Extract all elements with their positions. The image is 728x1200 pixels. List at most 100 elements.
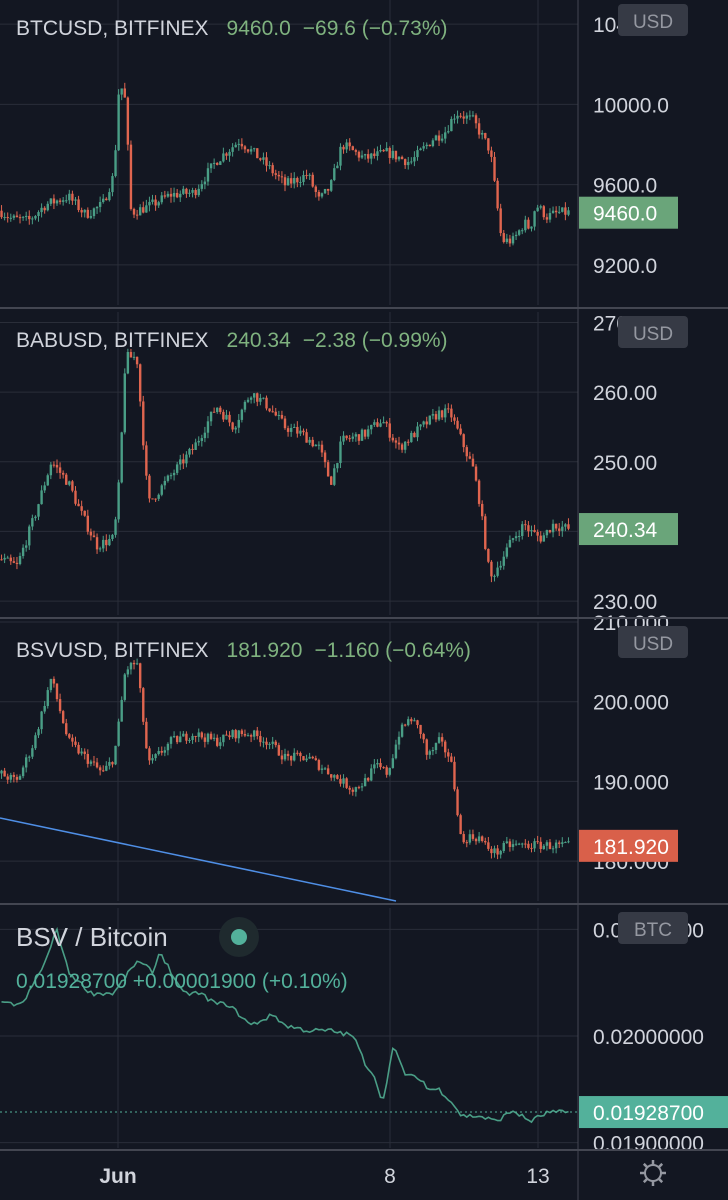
candle [71,481,74,491]
candle [151,199,154,202]
candle [43,705,46,712]
series-title: BSV / Bitcoin [16,922,168,952]
candle [419,148,422,151]
candle [160,485,163,495]
candle [246,399,250,402]
candle [363,154,367,156]
candle [296,752,299,754]
series-legend: BABUSD, BITFINEX 240.34 −2.38 (−0.99%) [16,329,448,352]
unit-badge[interactable] [618,316,688,348]
candle [360,429,364,441]
y-tick-label: 250.00 [593,452,657,475]
candle [357,151,361,158]
candle [55,464,59,468]
gear-icon[interactable] [640,1160,666,1186]
candle [514,843,518,845]
candle [166,475,170,481]
candle [410,719,413,722]
candle [293,752,296,761]
candle [471,458,475,467]
legend-change: −1.160 (−0.64%) [314,639,470,662]
candle [490,848,493,854]
candle [456,789,459,816]
candle [339,146,342,166]
candle [274,741,277,746]
candle [434,135,438,141]
candle [403,724,407,726]
candle [465,115,468,119]
candle [320,193,324,197]
candle [514,536,518,539]
candle [105,198,108,201]
candle [225,734,228,736]
candle [351,789,354,792]
candle [179,459,182,465]
candle [289,427,293,432]
candle [477,123,481,135]
candle [179,736,182,743]
trend-line[interactable] [0,817,397,902]
candle [428,144,432,147]
candle [80,751,83,754]
candle [151,758,154,761]
candle [493,575,496,577]
candle [240,143,244,147]
candle [437,410,441,420]
candle [548,213,552,220]
candle [117,721,120,746]
candle [148,201,151,206]
price-badge-label: 9460.0 [593,203,657,226]
candle [31,748,34,757]
candle [172,736,176,738]
candle [117,94,120,151]
candle [348,438,351,440]
candle [194,735,197,737]
candle [154,498,157,500]
candle [450,756,453,762]
candle [138,207,142,216]
candle [299,430,302,434]
candle [3,217,6,219]
candle [496,848,499,855]
candle [49,464,53,476]
candle [530,847,533,849]
candle [342,146,345,150]
candle [320,768,324,770]
y-tick-label: 9200.0 [593,255,657,278]
unit-badge[interactable] [618,626,688,658]
legend-symbol: BSVUSD, BITFINEX [16,639,209,662]
legend-last: 181.920 [227,639,303,662]
candle [391,150,395,158]
candle [490,150,493,157]
candle [286,753,290,757]
candle [354,787,358,792]
unit-badge[interactable] [618,912,688,944]
candle [58,699,62,712]
candle [243,146,247,150]
candle [120,88,123,95]
candle [12,774,16,777]
candle [3,770,6,777]
candle [132,208,136,215]
candle [330,476,333,485]
candle [274,173,277,175]
candle [493,848,496,854]
candle [240,730,244,735]
candle [6,557,9,559]
candle [407,161,410,166]
candle [471,834,475,839]
candle [527,843,530,848]
candle [379,423,382,427]
candle [65,474,68,485]
candle [65,200,68,202]
candle [216,737,219,746]
candle [6,217,9,219]
unit-badge[interactable] [618,4,688,36]
candle [348,787,351,790]
candle [259,158,262,160]
candle [114,519,117,535]
candle [440,410,444,418]
candle [561,842,564,844]
candle [370,768,373,781]
